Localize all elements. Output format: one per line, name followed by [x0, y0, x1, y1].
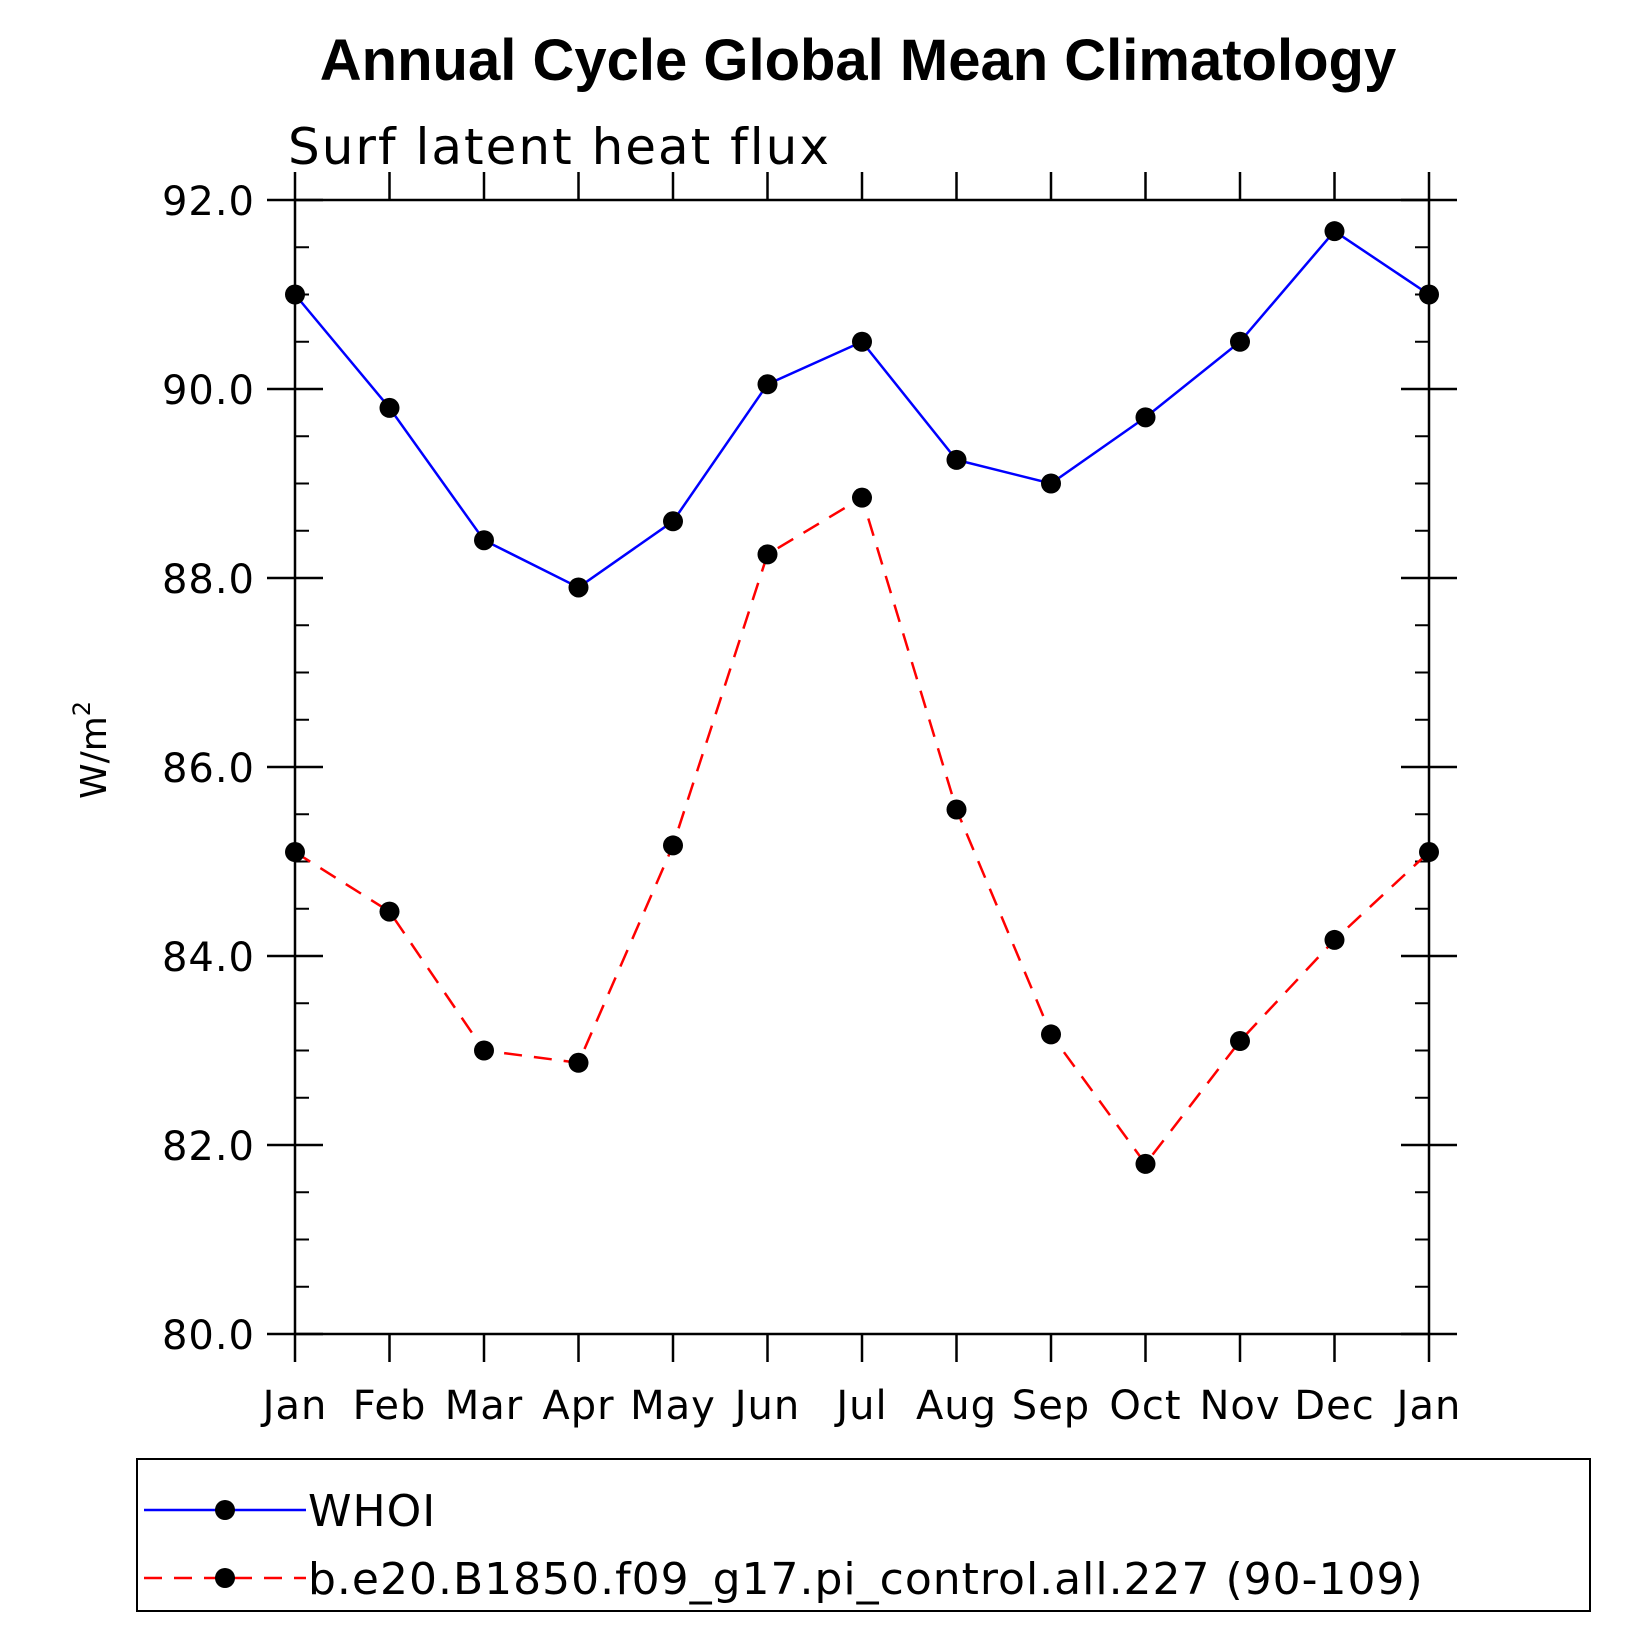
y-tick-label: 90.0 [162, 368, 255, 414]
data-point [757, 374, 778, 395]
data-point [1419, 284, 1439, 305]
x-tick-label: Nov [1199, 1383, 1280, 1429]
y-tick-label: 82.0 [162, 1124, 255, 1170]
y-axis-label: W/m2 [68, 701, 115, 799]
y-tick-label: 86.0 [162, 746, 255, 792]
x-tick-label: Jul [833, 1383, 887, 1429]
series-line [294, 495, 1430, 1166]
y-axis-label-text: W/m [74, 716, 115, 799]
data-point [663, 835, 683, 856]
y-tick-label: 84.0 [162, 935, 255, 981]
data-point [1135, 407, 1156, 428]
x-tick-label: Jun [732, 1383, 801, 1429]
data-point [379, 397, 400, 418]
data-point [474, 530, 494, 551]
data-point [379, 901, 400, 922]
data-point [1135, 1153, 1156, 1174]
x-tick-label: Sep [1012, 1383, 1090, 1429]
x-tick-labels: Jan Feb Mar Apr May Jun Jul Aug Sep Oct Nov Dec Jan [260, 1383, 1462, 1429]
legend: WHOI b.e20.B1850.f09_g17.pi_control.all.… [136, 1458, 1591, 1612]
x-tick-label: Mar [445, 1383, 523, 1429]
data-point [1230, 331, 1250, 352]
y-tick-label: 80.0 [162, 1313, 255, 1359]
series-layer [285, 221, 1439, 1174]
x-tick-label: May [630, 1383, 716, 1429]
chart-title: Annual Cycle Global Mean Climatology [320, 28, 1396, 93]
legend-label-whoi: WHOI [308, 1486, 436, 1537]
x-tick-label: Feb [353, 1383, 427, 1429]
legend-label-model: b.e20.B1850.f09_g17.pi_control.all.227 (… [308, 1554, 1424, 1605]
data-point [946, 799, 967, 820]
y-tick-label: 92.0 [162, 179, 255, 225]
data-point [474, 1040, 494, 1061]
legend-box [136, 1458, 1591, 1612]
legend-marker-model [215, 1568, 235, 1588]
x-tick-label: Dec [1294, 1383, 1374, 1429]
data-point [285, 284, 305, 305]
data-point [1419, 842, 1439, 863]
data-point [1324, 929, 1345, 950]
data-point [757, 544, 778, 565]
chart-subtitle: Surf latent heat flux [288, 118, 831, 176]
data-point [568, 577, 589, 598]
legend-marker-whoi [215, 1500, 235, 1520]
axes [267, 172, 1457, 1362]
x-tick-label: Oct [1109, 1383, 1181, 1429]
series-0 [285, 221, 1439, 598]
data-point [568, 1052, 589, 1073]
plot-frame [293, 198, 1431, 1336]
data-point [1041, 1024, 1061, 1045]
x-tick-label: Jan [260, 1383, 328, 1429]
series-1 [285, 487, 1439, 1174]
y-tick-labels: 80.0 82.0 84.0 86.0 88.0 90.0 92.0 [162, 179, 255, 1359]
x-tick-label: Jan [1394, 1383, 1462, 1429]
y-axis-label-superscript: 2 [68, 701, 96, 716]
y-tick-label: 88.0 [162, 557, 255, 603]
data-point [1230, 1031, 1250, 1052]
x-tick-label: Apr [542, 1383, 614, 1429]
data-point [946, 449, 967, 470]
data-point [1041, 473, 1061, 494]
data-point [852, 331, 872, 352]
x-tick-label: Aug [916, 1383, 997, 1429]
data-point [285, 842, 305, 863]
data-point [1324, 221, 1345, 242]
data-point [852, 487, 872, 508]
data-point [663, 511, 683, 532]
series-line [294, 229, 1430, 589]
